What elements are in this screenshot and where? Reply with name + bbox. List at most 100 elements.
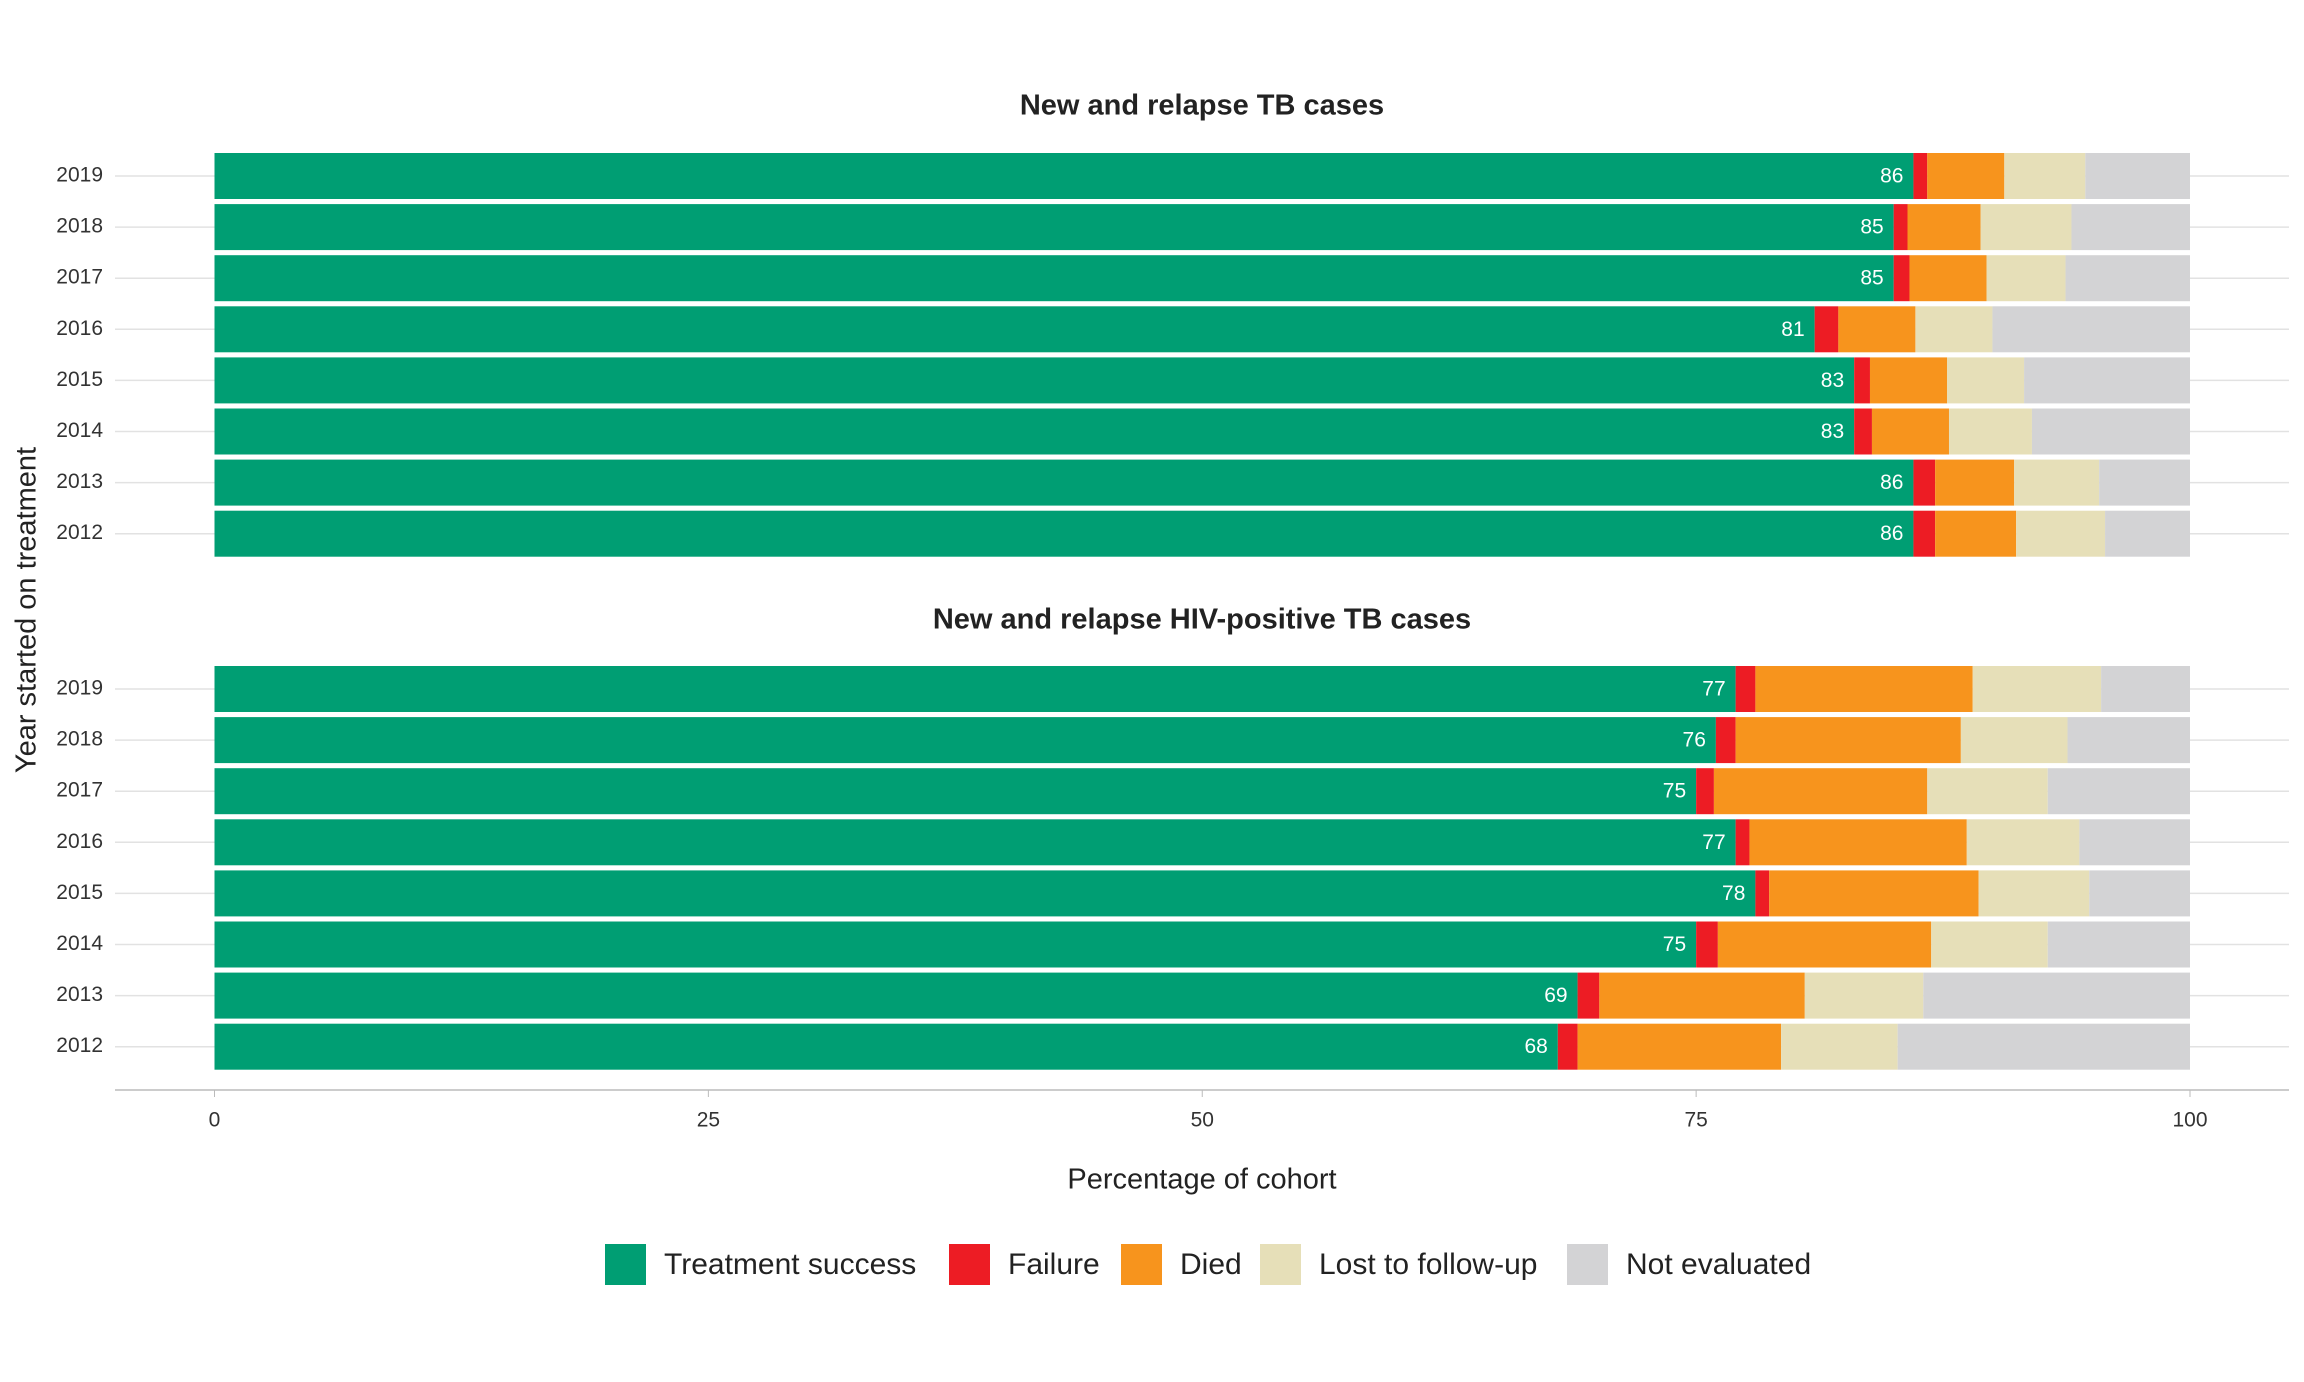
bar-segment xyxy=(1893,204,1908,251)
bar-segment xyxy=(2099,459,2190,506)
legend-label: Failure xyxy=(1008,1248,1100,1281)
bar-segment xyxy=(1978,870,2090,917)
bar-segment xyxy=(1923,972,2190,1019)
y-tick-label: 2019 xyxy=(56,677,103,700)
bar-segment xyxy=(1992,306,2190,353)
bar-segment xyxy=(1935,459,2015,506)
value-label: 86 xyxy=(1880,165,1903,188)
bar-segment xyxy=(2105,510,2190,557)
bar-segment xyxy=(1814,306,1839,353)
y-tick-label: 2018 xyxy=(56,215,103,238)
bar-segment xyxy=(1935,510,2017,557)
y-tick-label: 2015 xyxy=(56,368,103,391)
value-label: 75 xyxy=(1663,780,1686,803)
value-label: 85 xyxy=(1860,267,1883,290)
bar-segment xyxy=(2047,768,2190,815)
x-tick-label: 100 xyxy=(2172,1109,2207,1132)
bar-segment xyxy=(214,768,1697,815)
value-label: 76 xyxy=(1683,729,1706,752)
bar-segment xyxy=(1577,972,1600,1019)
value-label: 78 xyxy=(1722,882,1745,905)
bar-segment xyxy=(214,408,1855,455)
bar-segment xyxy=(214,510,1914,557)
bar-segment xyxy=(1755,870,1770,917)
bar-segment xyxy=(1735,666,1756,712)
bar-segment xyxy=(1769,870,1979,917)
bar-segment xyxy=(1897,1023,2190,1070)
value-label: 77 xyxy=(1702,831,1725,854)
value-label: 68 xyxy=(1524,1035,1547,1058)
y-tick-label: 2012 xyxy=(56,521,103,544)
value-label: 77 xyxy=(1702,678,1725,701)
value-label: 69 xyxy=(1544,984,1567,1007)
bar-segment xyxy=(1696,921,1718,968)
bar-segment xyxy=(1986,255,2066,302)
bar-segment xyxy=(214,717,1716,764)
bar-segment xyxy=(2065,255,2190,302)
bar-segment xyxy=(214,870,1756,917)
y-tick-label: 2012 xyxy=(56,1034,103,1057)
y-tick-label: 2017 xyxy=(56,779,103,802)
y-tick-label: 2014 xyxy=(56,932,103,955)
bar-segment xyxy=(1947,357,2025,404)
legend-swatch xyxy=(949,1244,990,1285)
bar-segment xyxy=(214,153,1914,199)
value-label: 83 xyxy=(1821,369,1844,392)
bar-segment xyxy=(1599,972,1805,1019)
value-label: 85 xyxy=(1860,216,1883,239)
bar-segment xyxy=(1869,357,1948,404)
bar-segment xyxy=(214,819,1736,866)
legend-label: Treatment success xyxy=(664,1248,916,1281)
bar-segment xyxy=(1913,459,1936,506)
bar-segment xyxy=(214,255,1894,302)
bar-segment xyxy=(1838,306,1916,353)
bar-segment xyxy=(1854,357,1870,404)
y-tick-label: 2017 xyxy=(56,266,103,289)
bar-segment xyxy=(214,666,1736,712)
bar-segment xyxy=(1907,204,1981,251)
bar-segment xyxy=(1781,1023,1898,1070)
legend-swatch xyxy=(1260,1244,1301,1285)
bar-segment xyxy=(2014,459,2100,506)
bar-segment xyxy=(1696,768,1714,815)
y-tick-label: 2013 xyxy=(56,470,103,493)
bar-segment xyxy=(1893,255,1910,302)
y-tick-label: 2018 xyxy=(56,728,103,751)
bar-segment xyxy=(1980,204,2072,251)
bar-segment xyxy=(1931,921,2048,968)
y-tick-label: 2019 xyxy=(56,164,103,187)
legend-swatch xyxy=(1121,1244,1162,1285)
bar-segment xyxy=(1717,921,1932,968)
legend-label: Lost to follow-up xyxy=(1319,1248,1537,1281)
y-tick-label: 2016 xyxy=(56,830,103,853)
x-tick-label: 50 xyxy=(1191,1109,1214,1132)
legend-swatch xyxy=(1567,1244,1608,1285)
legend-swatch xyxy=(605,1244,646,1285)
bar-segment xyxy=(1972,666,2102,712)
y-axis-title: Year started on treatment xyxy=(11,447,43,773)
panel-title: New and relapse TB cases xyxy=(1020,90,1384,122)
legend-label: Died xyxy=(1180,1248,1242,1281)
bar-segment xyxy=(2071,204,2190,251)
bar-segment xyxy=(2004,153,2086,199)
y-tick-label: 2015 xyxy=(56,881,103,904)
x-tick-label: 75 xyxy=(1684,1109,1707,1132)
bar-segment xyxy=(1927,768,2048,815)
bar-segment xyxy=(1715,717,1736,764)
bar-segment xyxy=(2067,717,2190,764)
legend-label: Not evaluated xyxy=(1626,1248,1811,1281)
bar-segment xyxy=(1966,819,2080,866)
bar-segment xyxy=(1713,768,1928,815)
bar-segment xyxy=(1755,666,1973,712)
bar-segment xyxy=(214,306,1815,353)
y-tick-label: 2016 xyxy=(56,317,103,340)
bar-segment xyxy=(1735,717,1961,764)
value-label: 86 xyxy=(1880,522,1903,545)
bar-segment xyxy=(1960,717,2068,764)
bar-segment xyxy=(1735,819,1750,866)
bar-segment xyxy=(1913,153,1928,199)
bar-segment xyxy=(214,921,1697,968)
panel-title: New and relapse HIV-positive TB cases xyxy=(933,604,1471,636)
bar-segment xyxy=(1577,1023,1782,1070)
